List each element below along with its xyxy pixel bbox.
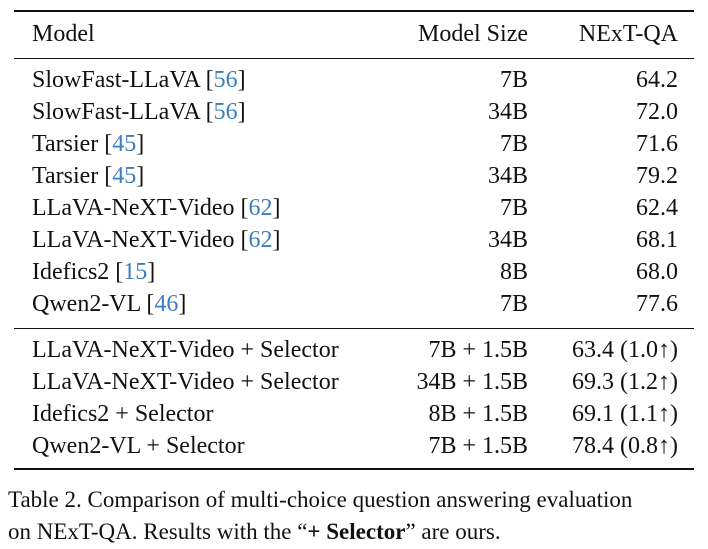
model-name: Tarsier [45] xyxy=(32,131,145,157)
model-size: 34B xyxy=(487,99,528,125)
citation-link[interactable]: 45 xyxy=(112,163,137,189)
table-row: SlowFast-LLaVA [56] 34B 72.0 xyxy=(14,96,694,128)
model-name: SlowFast-LLaVA [56] xyxy=(32,99,246,125)
nextqa-score: 72.0 xyxy=(636,99,678,125)
model-name: Idefics2 [15] xyxy=(32,259,156,285)
header-model-size: Model Size xyxy=(418,21,528,47)
table-row: Tarsier [45] 34B 79.2 xyxy=(14,160,694,192)
nextqa-score: 62.4 xyxy=(636,195,678,221)
header-nextqa: NExT-QA xyxy=(578,21,678,47)
table-row: Tarsier [45] 7B 71.6 xyxy=(14,128,694,160)
table-row: LLaVA-NeXT-Video [62] 34B 68.1 xyxy=(14,224,694,256)
nextqa-score: 77.6 xyxy=(636,291,678,317)
model-name: Idefics2 + Selector xyxy=(32,401,214,427)
section-rule xyxy=(14,328,694,329)
caption-bold-selector: + Selector xyxy=(307,519,406,544)
model-size: 34B + 1.5B xyxy=(416,369,528,395)
nextqa-score: 69.3 (1.2↑) xyxy=(572,369,678,395)
model-name: Qwen2-VL [46] xyxy=(32,291,187,317)
model-name: Qwen2-VL + Selector xyxy=(32,433,245,459)
table-row: LLaVA-NeXT-Video + Selector 34B + 1.5B 6… xyxy=(14,366,694,398)
bottom-rule xyxy=(14,468,694,470)
table-row: Idefics2 [15] 8B 68.0 xyxy=(14,256,694,288)
model-size: 8B + 1.5B xyxy=(428,401,528,427)
model-size: 7B + 1.5B xyxy=(428,433,528,459)
table-row: Idefics2 + Selector 8B + 1.5B 69.1 (1.1↑… xyxy=(14,398,694,430)
header-row: Model Model Size NExT-QA xyxy=(14,18,694,50)
model-name: SlowFast-LLaVA [56] xyxy=(32,67,246,93)
model-name: LLaVA-NeXT-Video + Selector xyxy=(32,337,339,363)
model-size: 7B xyxy=(499,67,528,93)
model-size: 34B xyxy=(487,227,528,253)
caption-line-1: Table 2. Comparison of multi-choice ques… xyxy=(8,487,633,512)
model-size: 7B xyxy=(499,131,528,157)
nextqa-score: 71.6 xyxy=(636,131,678,157)
caption-line-2: on NExT-QA. Results with the “+ Selector… xyxy=(8,519,501,544)
model-size: 34B xyxy=(487,163,528,189)
header-rule xyxy=(14,58,694,59)
model-name: Tarsier [45] xyxy=(32,163,145,189)
table-row: LLaVA-NeXT-Video + Selector 7B + 1.5B 63… xyxy=(14,334,694,366)
nextqa-score: 79.2 xyxy=(636,163,678,189)
citation-link[interactable]: 45 xyxy=(112,131,137,157)
model-size: 7B xyxy=(499,195,528,221)
model-name: LLaVA-NeXT-Video + Selector xyxy=(32,369,339,395)
nextqa-score: 69.1 (1.1↑) xyxy=(572,401,678,427)
nextqa-score: 68.0 xyxy=(636,259,678,285)
citation-link[interactable]: 56 xyxy=(213,67,238,93)
header-model: Model xyxy=(32,21,95,47)
table-caption: Table 2. Comparison of multi-choice ques… xyxy=(8,484,704,548)
model-name: LLaVA-NeXT-Video [62] xyxy=(32,195,281,221)
nextqa-score: 68.1 xyxy=(636,227,678,253)
model-size: 7B + 1.5B xyxy=(428,337,528,363)
citation-link[interactable]: 62 xyxy=(248,227,273,253)
table-row: Qwen2-VL [46] 7B 77.6 xyxy=(14,288,694,320)
citation-link[interactable]: 15 xyxy=(123,259,148,285)
nextqa-score: 78.4 (0.8↑) xyxy=(572,433,678,459)
nextqa-score: 63.4 (1.0↑) xyxy=(572,337,678,363)
model-name: LLaVA-NeXT-Video [62] xyxy=(32,227,281,253)
top-rule xyxy=(14,10,694,12)
citation-link[interactable]: 56 xyxy=(213,99,238,125)
table-row: LLaVA-NeXT-Video [62] 7B 62.4 xyxy=(14,192,694,224)
citation-link[interactable]: 46 xyxy=(154,291,179,317)
nextqa-score: 64.2 xyxy=(636,67,678,93)
table-row: Qwen2-VL + Selector 7B + 1.5B 78.4 (0.8↑… xyxy=(14,430,694,462)
model-size: 8B xyxy=(499,259,528,285)
model-size: 7B xyxy=(499,291,528,317)
table-row: SlowFast-LLaVA [56] 7B 64.2 xyxy=(14,64,694,96)
citation-link[interactable]: 62 xyxy=(248,195,273,221)
